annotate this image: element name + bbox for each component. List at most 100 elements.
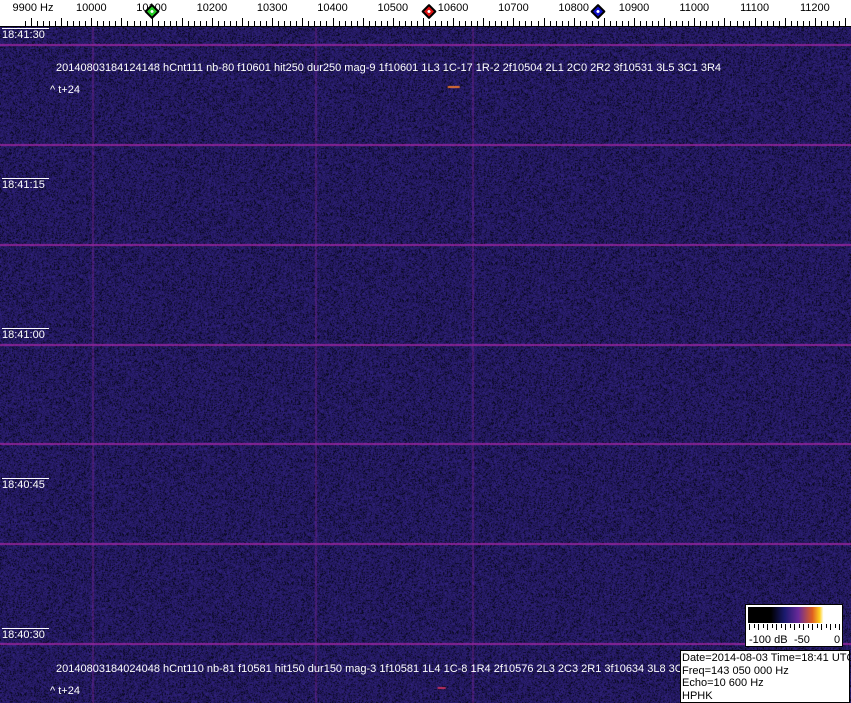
- axis-tick: [79, 21, 80, 27]
- axis-tick: [399, 21, 400, 27]
- axis-tick: [646, 21, 647, 27]
- colorbar-label-mid: -50: [794, 634, 810, 646]
- axis-tick: [465, 21, 466, 27]
- axis-tick: [640, 21, 641, 27]
- frequency-marker-icon[interactable]: [421, 3, 437, 20]
- axis-tick: [616, 21, 617, 27]
- frequency-axis: 9900 Hz100001010010200103001040010500106…: [0, 0, 851, 27]
- time-label: 18:41:30: [2, 28, 49, 41]
- colorbar-tick: [816, 624, 818, 628]
- info-station: HPHK: [682, 689, 713, 702]
- axis-tick: [109, 21, 110, 27]
- meteor-event-text: 20140803184124148 hCnt111 nb-80 f10601 h…: [56, 62, 722, 74]
- colorbar-tick: [767, 624, 768, 630]
- axis-tick: [260, 21, 261, 27]
- axis-tick: [333, 18, 334, 27]
- axis-tick: [694, 18, 695, 27]
- colorbar-tick: [794, 624, 795, 630]
- axis-tick: [405, 21, 406, 27]
- axis-tick: [290, 21, 291, 27]
- axis-tick: [85, 21, 86, 27]
- axis-tick: [471, 21, 472, 27]
- axis-tick: [25, 21, 26, 27]
- x-tick-label: 11200: [800, 2, 830, 14]
- axis-tick: [194, 21, 195, 27]
- axis-tick: [242, 18, 243, 27]
- colorbar-tick: [749, 624, 750, 630]
- axis-tick: [411, 21, 412, 27]
- axis-tick: [140, 21, 141, 27]
- axis-tick: [562, 21, 563, 27]
- axis-tick: [49, 21, 50, 27]
- axis-tick: [628, 21, 629, 27]
- axis-tick: [743, 21, 744, 27]
- axis-tick: [622, 21, 623, 27]
- colorbar-tick: [789, 624, 791, 628]
- axis-tick: [453, 18, 454, 27]
- axis-tick: [224, 21, 225, 27]
- axis-tick: [495, 21, 496, 27]
- axis-tick: [604, 18, 605, 27]
- axis-tick: [634, 18, 635, 27]
- frequency-marker-icon[interactable]: [590, 3, 606, 20]
- axis-tick: [477, 21, 478, 27]
- axis-tick: [773, 21, 774, 27]
- axis-tick: [429, 21, 430, 27]
- axis-tick: [296, 21, 297, 27]
- x-tick-label: 10900: [618, 2, 650, 14]
- axis-tick: [459, 21, 460, 27]
- axis-tick: [97, 21, 98, 27]
- axis-tick: [326, 21, 327, 27]
- axis-tick: [730, 21, 731, 27]
- axis-tick: [278, 21, 279, 27]
- axis-tick: [785, 18, 786, 27]
- colorbar-tick: [771, 624, 773, 628]
- axis-tick: [314, 21, 315, 27]
- colorbar-tick: [807, 624, 809, 628]
- axis-tick: [513, 18, 514, 27]
- x-tick-label: 10500: [377, 2, 409, 14]
- x-tick-label: 10800: [558, 2, 589, 14]
- time-label: 18:41:15: [2, 178, 49, 191]
- axis-tick: [55, 21, 56, 27]
- x-tick-label: 9900 Hz: [12, 2, 54, 14]
- axis-tick: [339, 21, 340, 27]
- axis-tick: [188, 21, 189, 27]
- axis-tick: [519, 21, 520, 27]
- axis-tick: [706, 21, 707, 27]
- axis-tick: [610, 21, 611, 27]
- axis-tick: [423, 18, 424, 27]
- axis-tick: [791, 21, 792, 27]
- axis-tick: [586, 21, 587, 27]
- axis-tick: [712, 21, 713, 27]
- axis-tick: [441, 21, 442, 27]
- axis-tick: [200, 21, 201, 27]
- axis-tick: [556, 21, 557, 27]
- colorbar-tick: [803, 624, 804, 630]
- x-tick-label: 10000: [76, 2, 107, 14]
- axis-tick: [755, 18, 756, 27]
- axis-tick: [447, 21, 448, 27]
- colorbar-gradient: [748, 607, 840, 623]
- info-echo: Echo=10 600 Hz: [682, 677, 764, 689]
- meteor-event-offset: ^ t+24: [50, 685, 80, 697]
- axis-tick: [266, 21, 267, 27]
- x-tick-label: 10300: [256, 2, 288, 14]
- axis-tick: [230, 21, 231, 27]
- axis-tick: [67, 21, 68, 27]
- axis-tick: [103, 21, 104, 27]
- colorbar-tick: [762, 624, 764, 628]
- axis-tick: [483, 18, 484, 27]
- axis-tick: [809, 21, 810, 27]
- colorbar-tick: [839, 624, 840, 630]
- axis-tick: [369, 21, 370, 27]
- axis-tick: [121, 18, 122, 27]
- colorbar: -100 dB -50 0: [745, 604, 843, 647]
- colorbar-tick: [758, 624, 759, 630]
- axis-tick: [37, 21, 38, 27]
- axis-tick: [417, 21, 418, 27]
- axis-tick: [538, 21, 539, 27]
- axis-tick: [658, 21, 659, 27]
- x-tick-label: 10200: [196, 2, 228, 14]
- axis-tick: [724, 18, 725, 27]
